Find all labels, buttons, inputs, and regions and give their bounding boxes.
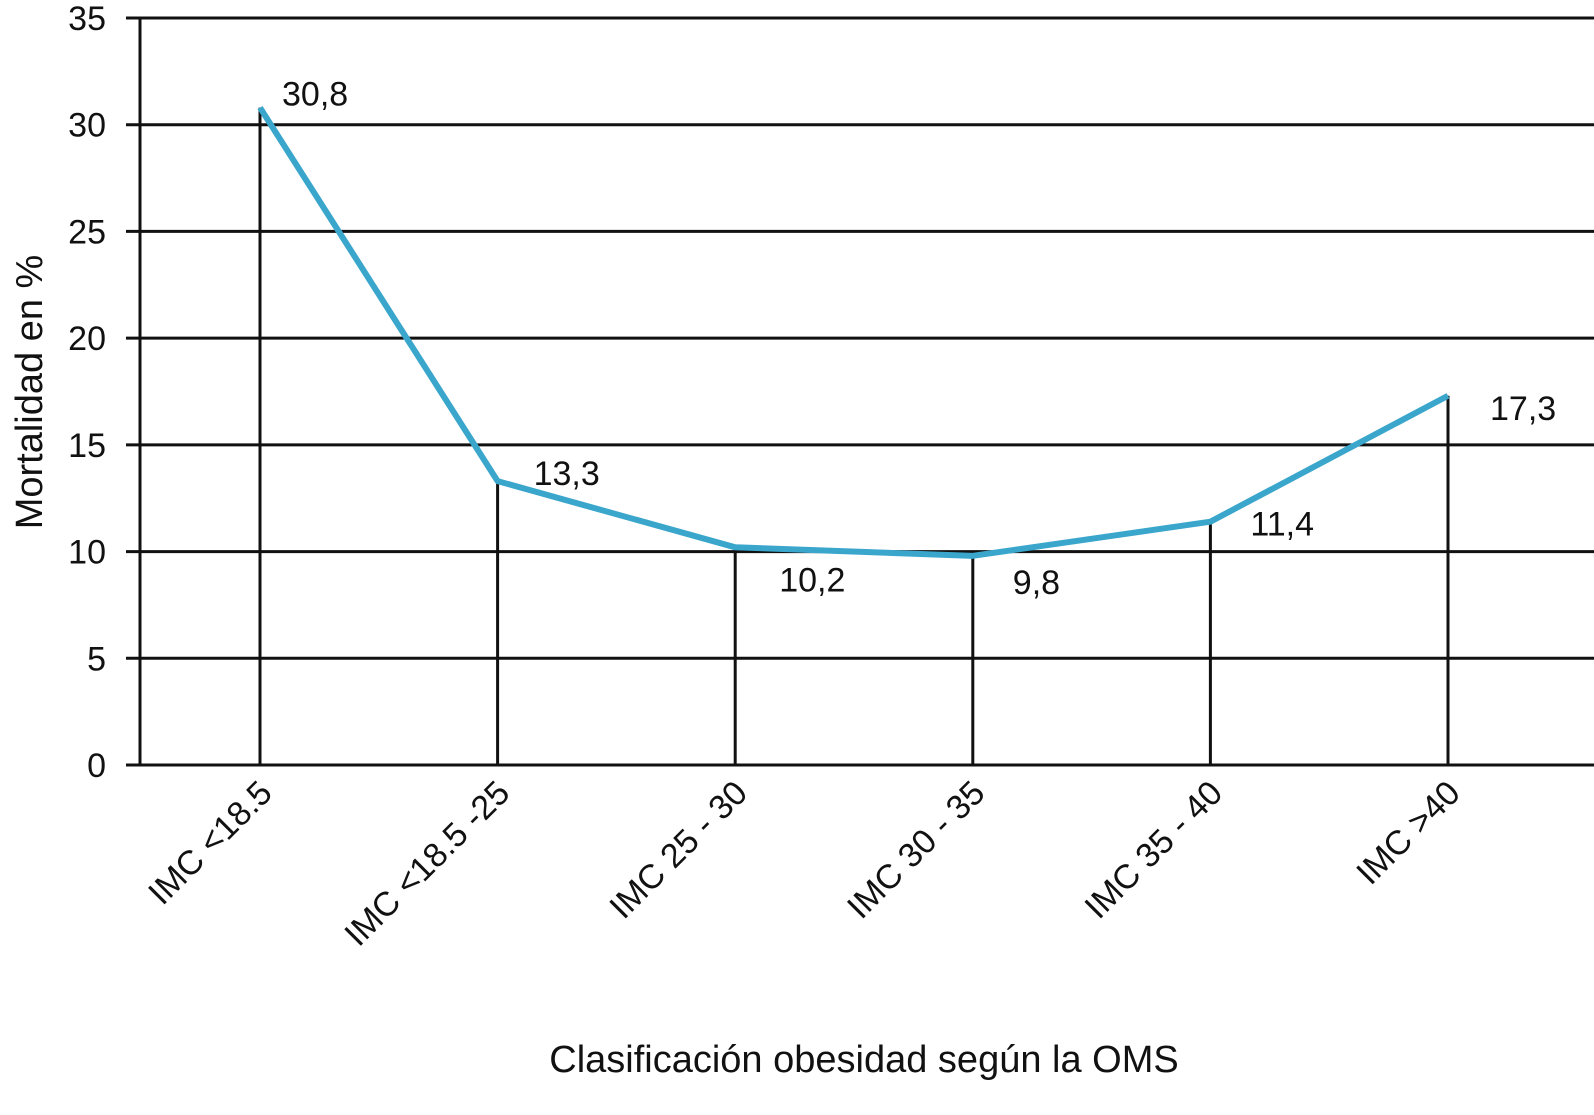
y-tick-label: 35 — [68, 0, 106, 38]
x-axis-tick-labels: IMC <18.5 IMC <18.5 -25 IMC 25 - 30 IMC 30 … — [141, 774, 1467, 954]
data-label: 30,8 — [282, 76, 348, 114]
y-tick-label: 20 — [68, 320, 106, 358]
y-axis-title: Mortalidad en % — [9, 255, 51, 530]
x-tick-label: IMC 35 - 40 — [1078, 774, 1230, 926]
data-labels: 30,8 13,3 10,2 9,8 11,4 17,3 — [282, 76, 1556, 602]
x-tick-label: IMC 25 - 30 — [602, 774, 754, 926]
drop-lines — [258, 107, 1450, 765]
x-tick-label: IMC 30 - 35 — [840, 774, 992, 926]
x-axis-title: Clasificación obesidad según la OMS — [549, 1039, 1178, 1081]
data-label: 11,4 — [1250, 506, 1314, 544]
y-tick-label: 10 — [68, 534, 106, 572]
gridlines — [126, 16, 1594, 767]
y-tick-label: 5 — [87, 640, 106, 678]
x-tick-label: IMC <18.5 -25 — [337, 774, 517, 954]
data-label: 10,2 — [779, 561, 845, 599]
data-label: 13,3 — [534, 455, 600, 493]
y-axis-ticks: 0 5 10 15 20 25 30 35 — [68, 0, 106, 785]
series-line — [257, 106, 1450, 559]
x-tick-label: IMC >40 — [1349, 774, 1467, 892]
x-tick-label: IMC <18.5 — [141, 774, 279, 912]
y-tick-label: 25 — [68, 213, 106, 251]
y-tick-label: 15 — [68, 427, 106, 465]
data-label: 9,8 — [1013, 564, 1060, 602]
y-tick-label: 0 — [87, 747, 106, 785]
y-tick-label: 30 — [68, 107, 106, 145]
data-label: 17,3 — [1490, 390, 1556, 428]
